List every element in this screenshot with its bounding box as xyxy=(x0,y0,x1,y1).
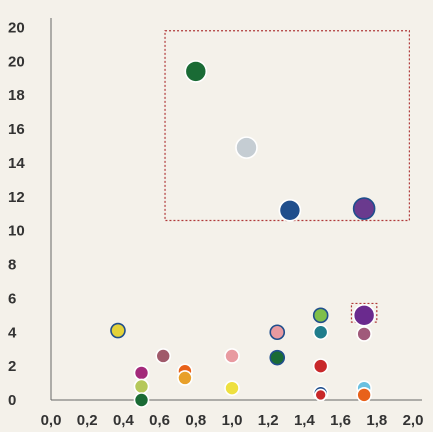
data-point xyxy=(312,324,329,341)
data-point xyxy=(155,348,172,364)
data-point xyxy=(356,387,372,403)
y-tick-labels: 0 2 4 6 8 10 12 14 16 18 20 20 xyxy=(8,19,25,409)
x-tick-label: 1,2 xyxy=(258,412,279,429)
data-point xyxy=(133,365,150,381)
x-tick-labels: 0,0 0,2 0,4 0,6 0,8 1,0 1,2 1,4 1,6 1,8 2,0 xyxy=(41,412,424,429)
data-point xyxy=(224,348,240,364)
data-point xyxy=(352,197,376,220)
y-tick-label: 2 xyxy=(8,358,16,375)
y-tick-label: 20 xyxy=(8,53,25,70)
data-point xyxy=(356,326,372,342)
x-tick-label: 0,8 xyxy=(185,412,206,429)
x-tick-label: 1,0 xyxy=(222,412,243,429)
y-tick-label: 18 xyxy=(8,87,25,104)
data-point xyxy=(235,136,258,159)
data-point xyxy=(224,380,240,396)
x-tick-label: 1,8 xyxy=(366,412,387,429)
data-point xyxy=(110,322,126,339)
x-tick-label: 0,6 xyxy=(149,412,170,429)
x-tick-label: 0,0 xyxy=(41,412,62,429)
y-tick-label: 4 xyxy=(8,324,17,341)
y-tick-label: 14 xyxy=(8,155,25,172)
y-tick-label: 8 xyxy=(8,257,16,274)
data-point xyxy=(312,358,329,374)
data-point xyxy=(312,307,329,324)
x-tick-label: 1,4 xyxy=(294,412,316,429)
data-point xyxy=(269,349,286,366)
x-tick-label: 0,4 xyxy=(113,412,135,429)
y-tick-label: 6 xyxy=(8,290,16,307)
x-tick-label: 1,6 xyxy=(330,412,351,429)
data-point xyxy=(133,392,150,408)
data-point xyxy=(314,388,327,402)
y-tick-label: 20 xyxy=(8,19,25,36)
y-tick-label: 0 xyxy=(8,392,16,409)
data-point xyxy=(177,370,193,386)
x-tick-label: 2,0 xyxy=(403,412,424,429)
data-point xyxy=(269,324,286,341)
y-tick-label: 16 xyxy=(8,121,25,138)
data-point xyxy=(278,199,302,222)
data-points xyxy=(110,60,376,408)
data-point xyxy=(184,60,208,83)
y-tick-label: 12 xyxy=(8,189,25,206)
data-point xyxy=(352,304,376,327)
y-tick-label: 10 xyxy=(8,223,25,240)
data-point xyxy=(133,378,150,395)
x-tick-label: 0,2 xyxy=(77,412,98,429)
